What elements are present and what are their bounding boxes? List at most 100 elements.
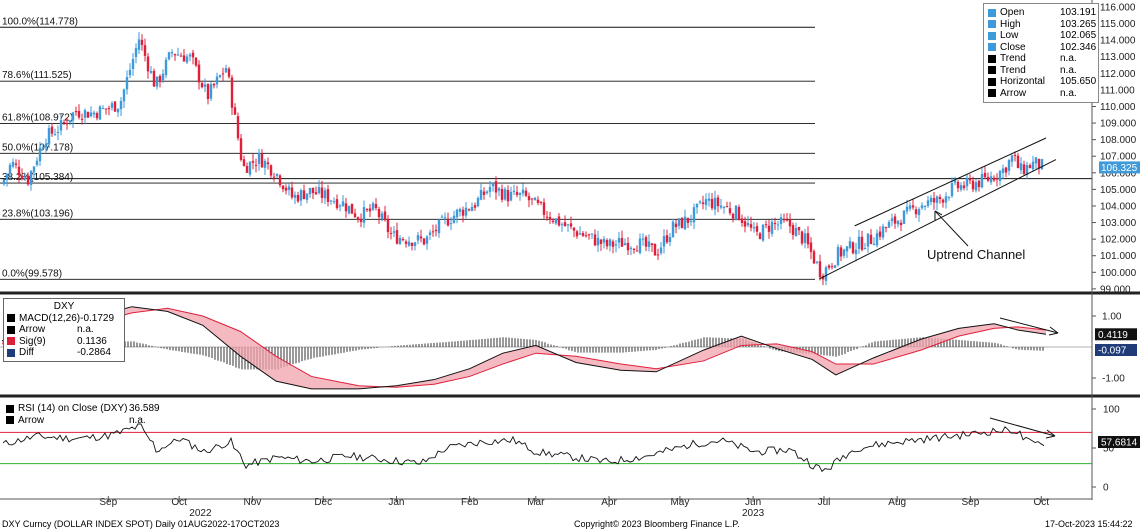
candle-body	[152, 70, 156, 87]
candle-body	[119, 100, 123, 110]
price-panel: 99.000 100.000 101.000 102.000 103.000 104.00…	[0, 3, 1140, 295]
annotation-arrowhead	[934, 210, 943, 220]
candle-body	[755, 226, 759, 232]
price-y-tick-label: 109.000	[1100, 119, 1137, 130]
price-legend-name: Trend	[1000, 53, 1026, 64]
candle-body	[986, 176, 990, 181]
candle-body	[596, 237, 600, 246]
candle-body	[446, 218, 450, 226]
candle-body	[806, 233, 810, 245]
candle-body	[71, 112, 75, 121]
candle-body	[539, 201, 543, 203]
candle-body	[695, 203, 699, 208]
candle-body	[992, 177, 996, 181]
candle-body	[44, 143, 48, 148]
candle-body	[554, 218, 558, 224]
rsi-panel: 100 50 0 57.6814	[0, 405, 1140, 494]
candle-body	[716, 197, 720, 207]
price-legend-item: Trend n.a.	[988, 53, 1094, 65]
candle-body	[797, 227, 801, 231]
candle-body	[314, 192, 318, 195]
candle-body	[185, 56, 189, 63]
candle-body	[1004, 167, 1008, 173]
candle-body	[170, 52, 174, 54]
candle-body	[881, 226, 885, 238]
candle-body	[380, 213, 384, 220]
candle-body	[1013, 155, 1017, 157]
candle-body	[416, 235, 420, 241]
candle-body	[389, 232, 393, 234]
candle-body	[470, 207, 474, 212]
candle-body	[299, 190, 303, 201]
candle-body	[449, 223, 453, 225]
candle-body	[644, 237, 648, 247]
candle-body	[683, 216, 687, 230]
rsi-y-tick-label: 0	[1103, 483, 1109, 494]
candle-body	[41, 147, 45, 149]
candle-body	[479, 189, 483, 200]
candle-body	[563, 222, 567, 227]
candle-body	[95, 113, 99, 119]
candle-body	[668, 237, 672, 243]
rsi-legend-item: RSI (14) on Close (DXY) 36.589	[6, 403, 169, 415]
candle-body	[722, 207, 726, 209]
candle-body	[767, 225, 771, 232]
candle-body	[212, 83, 216, 86]
candle-body	[908, 205, 912, 209]
candle-body	[230, 77, 234, 108]
candle-body	[161, 73, 165, 81]
candle-body	[794, 228, 798, 237]
candle-body	[731, 213, 735, 219]
rsi-arrowhead	[1045, 429, 1056, 439]
macd-legend-value: -0.1729	[80, 312, 115, 324]
candle-body	[410, 243, 414, 246]
candle-body	[11, 162, 15, 167]
candle-body	[923, 205, 927, 207]
candle-body	[482, 191, 486, 195]
fib-label: 78.6%(111.525)	[2, 70, 72, 81]
candle-body	[35, 160, 39, 165]
price-legend-name: Open	[1000, 7, 1025, 18]
candle-body	[515, 192, 519, 196]
candle-body	[293, 194, 297, 198]
candle-body	[137, 39, 141, 50]
price-y-tick-label: 114.000	[1100, 36, 1136, 47]
candle-body	[242, 159, 246, 166]
candle-body	[932, 198, 936, 203]
candle-body	[641, 238, 645, 240]
candle-body	[488, 186, 492, 192]
candle-body	[374, 204, 378, 208]
candle-body	[278, 175, 282, 186]
candle-body	[965, 177, 969, 187]
candle-body	[473, 205, 477, 208]
rsi-divergence-arrow	[989, 417, 1056, 437]
candle-body	[401, 238, 405, 241]
candle-body	[254, 164, 258, 166]
candle-body	[569, 223, 573, 227]
price-legend-value: 102.065	[1060, 30, 1097, 41]
candle-body	[146, 56, 150, 72]
candle-body	[104, 108, 108, 110]
x-year-label: 2023	[742, 508, 765, 519]
candle-body	[287, 186, 291, 190]
candle-body	[677, 218, 681, 226]
macd-legend-item: Diff -0.2864	[7, 347, 121, 359]
candle-body	[386, 219, 390, 233]
candle-body	[422, 238, 426, 245]
candle-body	[188, 54, 192, 57]
candle-body	[995, 178, 999, 180]
x-tick-label: Oct	[1033, 497, 1049, 508]
candle-body	[599, 239, 603, 244]
footer-center: Copyright© 2023 Bloomberg Finance L.P.	[574, 519, 740, 529]
candle-body	[248, 161, 252, 175]
candle-body	[38, 147, 42, 162]
candle-body	[359, 218, 363, 223]
candle-body	[845, 246, 849, 252]
rsi-legend-value: 36.589	[129, 403, 160, 414]
candle-body	[131, 59, 135, 70]
fib-label: 23.8%(103.196)	[2, 208, 73, 219]
candle-body	[1022, 164, 1026, 175]
fib-label: 100.0%(114.778)	[2, 16, 78, 27]
price-legend-swatch	[988, 8, 996, 17]
channel-lower-line	[819, 159, 1057, 280]
